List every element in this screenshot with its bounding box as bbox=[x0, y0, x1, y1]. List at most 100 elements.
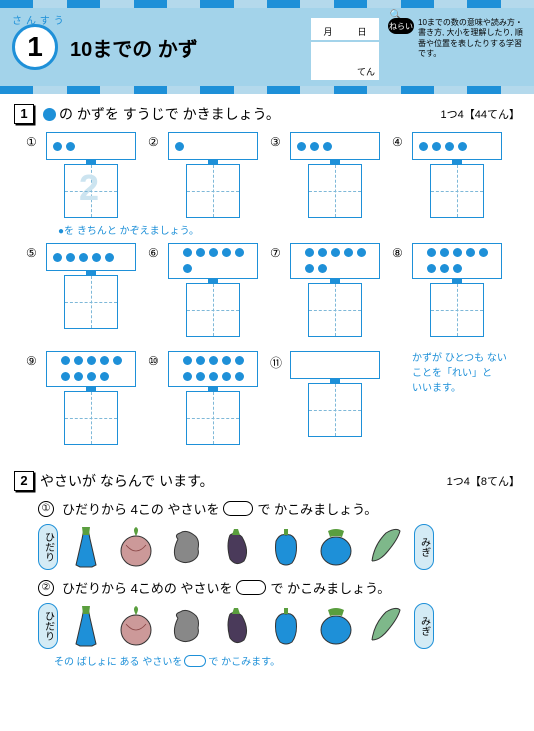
month-label: 月 bbox=[323, 25, 332, 38]
item-number: ② bbox=[148, 135, 159, 149]
q2-sub2-num: ② bbox=[38, 580, 54, 596]
answer-box[interactable] bbox=[308, 164, 362, 218]
left-label: ひだり bbox=[38, 524, 58, 570]
answer-box[interactable] bbox=[308, 283, 362, 337]
item-number: ⑥ bbox=[148, 246, 159, 260]
dot-icon bbox=[323, 142, 332, 151]
subject-label: さんすう bbox=[12, 12, 68, 27]
dot-box bbox=[290, 243, 380, 279]
dot-box bbox=[290, 132, 380, 160]
dot-icon bbox=[183, 372, 192, 381]
dot-icon bbox=[357, 248, 366, 257]
q1-item: ⑧ bbox=[396, 243, 518, 337]
q2-sub2-pre: ひだりから 4こめの やさいを bbox=[62, 578, 232, 597]
answer-box[interactable] bbox=[430, 164, 484, 218]
item-number: ④ bbox=[392, 135, 403, 149]
q2-sub2: ② ひだりから 4こめの やさいを で かこみましょう。 bbox=[38, 578, 520, 597]
dot-box bbox=[46, 132, 136, 160]
answer-box[interactable] bbox=[186, 391, 240, 445]
dot-icon bbox=[43, 108, 56, 121]
dot-icon bbox=[222, 356, 231, 365]
q1-item: ① 2 bbox=[30, 132, 152, 218]
item-number: ⑨ bbox=[26, 354, 37, 368]
dot-icon bbox=[79, 253, 88, 262]
dot-icon bbox=[479, 248, 488, 257]
q1-item: ③ bbox=[274, 132, 396, 218]
vegetable-icon[interactable] bbox=[214, 603, 258, 649]
dot-icon bbox=[196, 248, 205, 257]
vegetable-icon[interactable] bbox=[364, 603, 408, 649]
dot-box bbox=[46, 243, 136, 271]
dot-icon bbox=[74, 356, 83, 365]
vegetable-icon[interactable] bbox=[314, 603, 358, 649]
dot-icon bbox=[53, 142, 62, 151]
dot-icon bbox=[445, 142, 454, 151]
vegetable-icon[interactable] bbox=[264, 524, 308, 570]
blank-oval[interactable] bbox=[223, 501, 253, 516]
score-box[interactable]: てん bbox=[311, 42, 379, 80]
dot-icon bbox=[100, 356, 109, 365]
q1-item: ⑥ bbox=[152, 243, 274, 337]
vegetable-icon[interactable] bbox=[114, 524, 158, 570]
vegetable-icon[interactable] bbox=[214, 524, 258, 570]
vegetable-icon[interactable] bbox=[164, 524, 208, 570]
dot-box bbox=[168, 132, 258, 160]
dot-icon bbox=[113, 356, 122, 365]
dot-icon bbox=[318, 248, 327, 257]
top-stripes bbox=[0, 0, 534, 8]
content: 1 の かずを すうじで かきましょう。 1つ4【44てん】 ① 2 ② ③ ④… bbox=[0, 94, 534, 678]
vegetable-icon[interactable] bbox=[264, 603, 308, 649]
item-number: ⑤ bbox=[26, 246, 37, 260]
dot-icon bbox=[66, 142, 75, 151]
dot-icon bbox=[297, 142, 306, 151]
q1-instruction: 1 の かずを すうじで かきましょう。 1つ4【44てん】 bbox=[14, 104, 520, 124]
blank-oval[interactable] bbox=[236, 580, 266, 595]
dot-icon bbox=[344, 248, 353, 257]
dot-box bbox=[290, 351, 380, 379]
dot-icon bbox=[305, 264, 314, 273]
bottom-stripes bbox=[0, 86, 534, 94]
vegetable-icon[interactable] bbox=[364, 524, 408, 570]
answer-box[interactable] bbox=[308, 383, 362, 437]
q2-footer-hint: その ばしょに ある やさいを で かこみます。 bbox=[54, 653, 520, 668]
dot-icon bbox=[175, 142, 184, 151]
dot-icon bbox=[87, 356, 96, 365]
answer-box[interactable] bbox=[186, 164, 240, 218]
q1-item: ⑦ bbox=[274, 243, 396, 337]
dot-icon bbox=[419, 142, 428, 151]
dot-icon bbox=[440, 248, 449, 257]
dot-icon bbox=[427, 248, 436, 257]
q2-sub1-post: で かこみましょう。 bbox=[257, 499, 377, 518]
q2-sub1-num: ① bbox=[38, 501, 54, 517]
q1-points: 1つ4【44てん】 bbox=[441, 106, 520, 122]
dot-icon bbox=[61, 372, 70, 381]
q1-item: ⑩ bbox=[152, 351, 274, 445]
vegetable-icon[interactable] bbox=[314, 524, 358, 570]
dot-icon bbox=[61, 356, 70, 365]
q2-text: やさいが ならんで います。 bbox=[40, 471, 214, 491]
dot-icon bbox=[235, 356, 244, 365]
item-number: ① bbox=[26, 135, 37, 149]
q1-item: ④ bbox=[396, 132, 518, 218]
dot-icon bbox=[458, 142, 467, 151]
vegetable-icon[interactable] bbox=[114, 603, 158, 649]
date-box[interactable]: 月 日 bbox=[311, 18, 379, 40]
answer-box[interactable] bbox=[64, 275, 118, 329]
left-label: ひだり bbox=[38, 603, 58, 649]
item-number: ⑪ bbox=[270, 354, 282, 371]
answer-box[interactable]: 2 bbox=[64, 164, 118, 218]
q1-item: ⑨ bbox=[30, 351, 152, 445]
dot-icon bbox=[183, 264, 192, 273]
dot-icon bbox=[209, 356, 218, 365]
vegetable-icon[interactable] bbox=[64, 524, 108, 570]
answer-box[interactable] bbox=[430, 283, 484, 337]
vegetable-icon[interactable] bbox=[64, 603, 108, 649]
dot-icon bbox=[235, 372, 244, 381]
dot-icon bbox=[453, 248, 462, 257]
dot-box bbox=[168, 243, 258, 279]
dot-box bbox=[46, 351, 136, 387]
q1-row3: ⑨ ⑩ ⑪ かずが ひとつも ないことを「れい」といいます。 bbox=[30, 351, 520, 459]
answer-box[interactable] bbox=[186, 283, 240, 337]
answer-box[interactable] bbox=[64, 391, 118, 445]
vegetable-icon[interactable] bbox=[164, 603, 208, 649]
